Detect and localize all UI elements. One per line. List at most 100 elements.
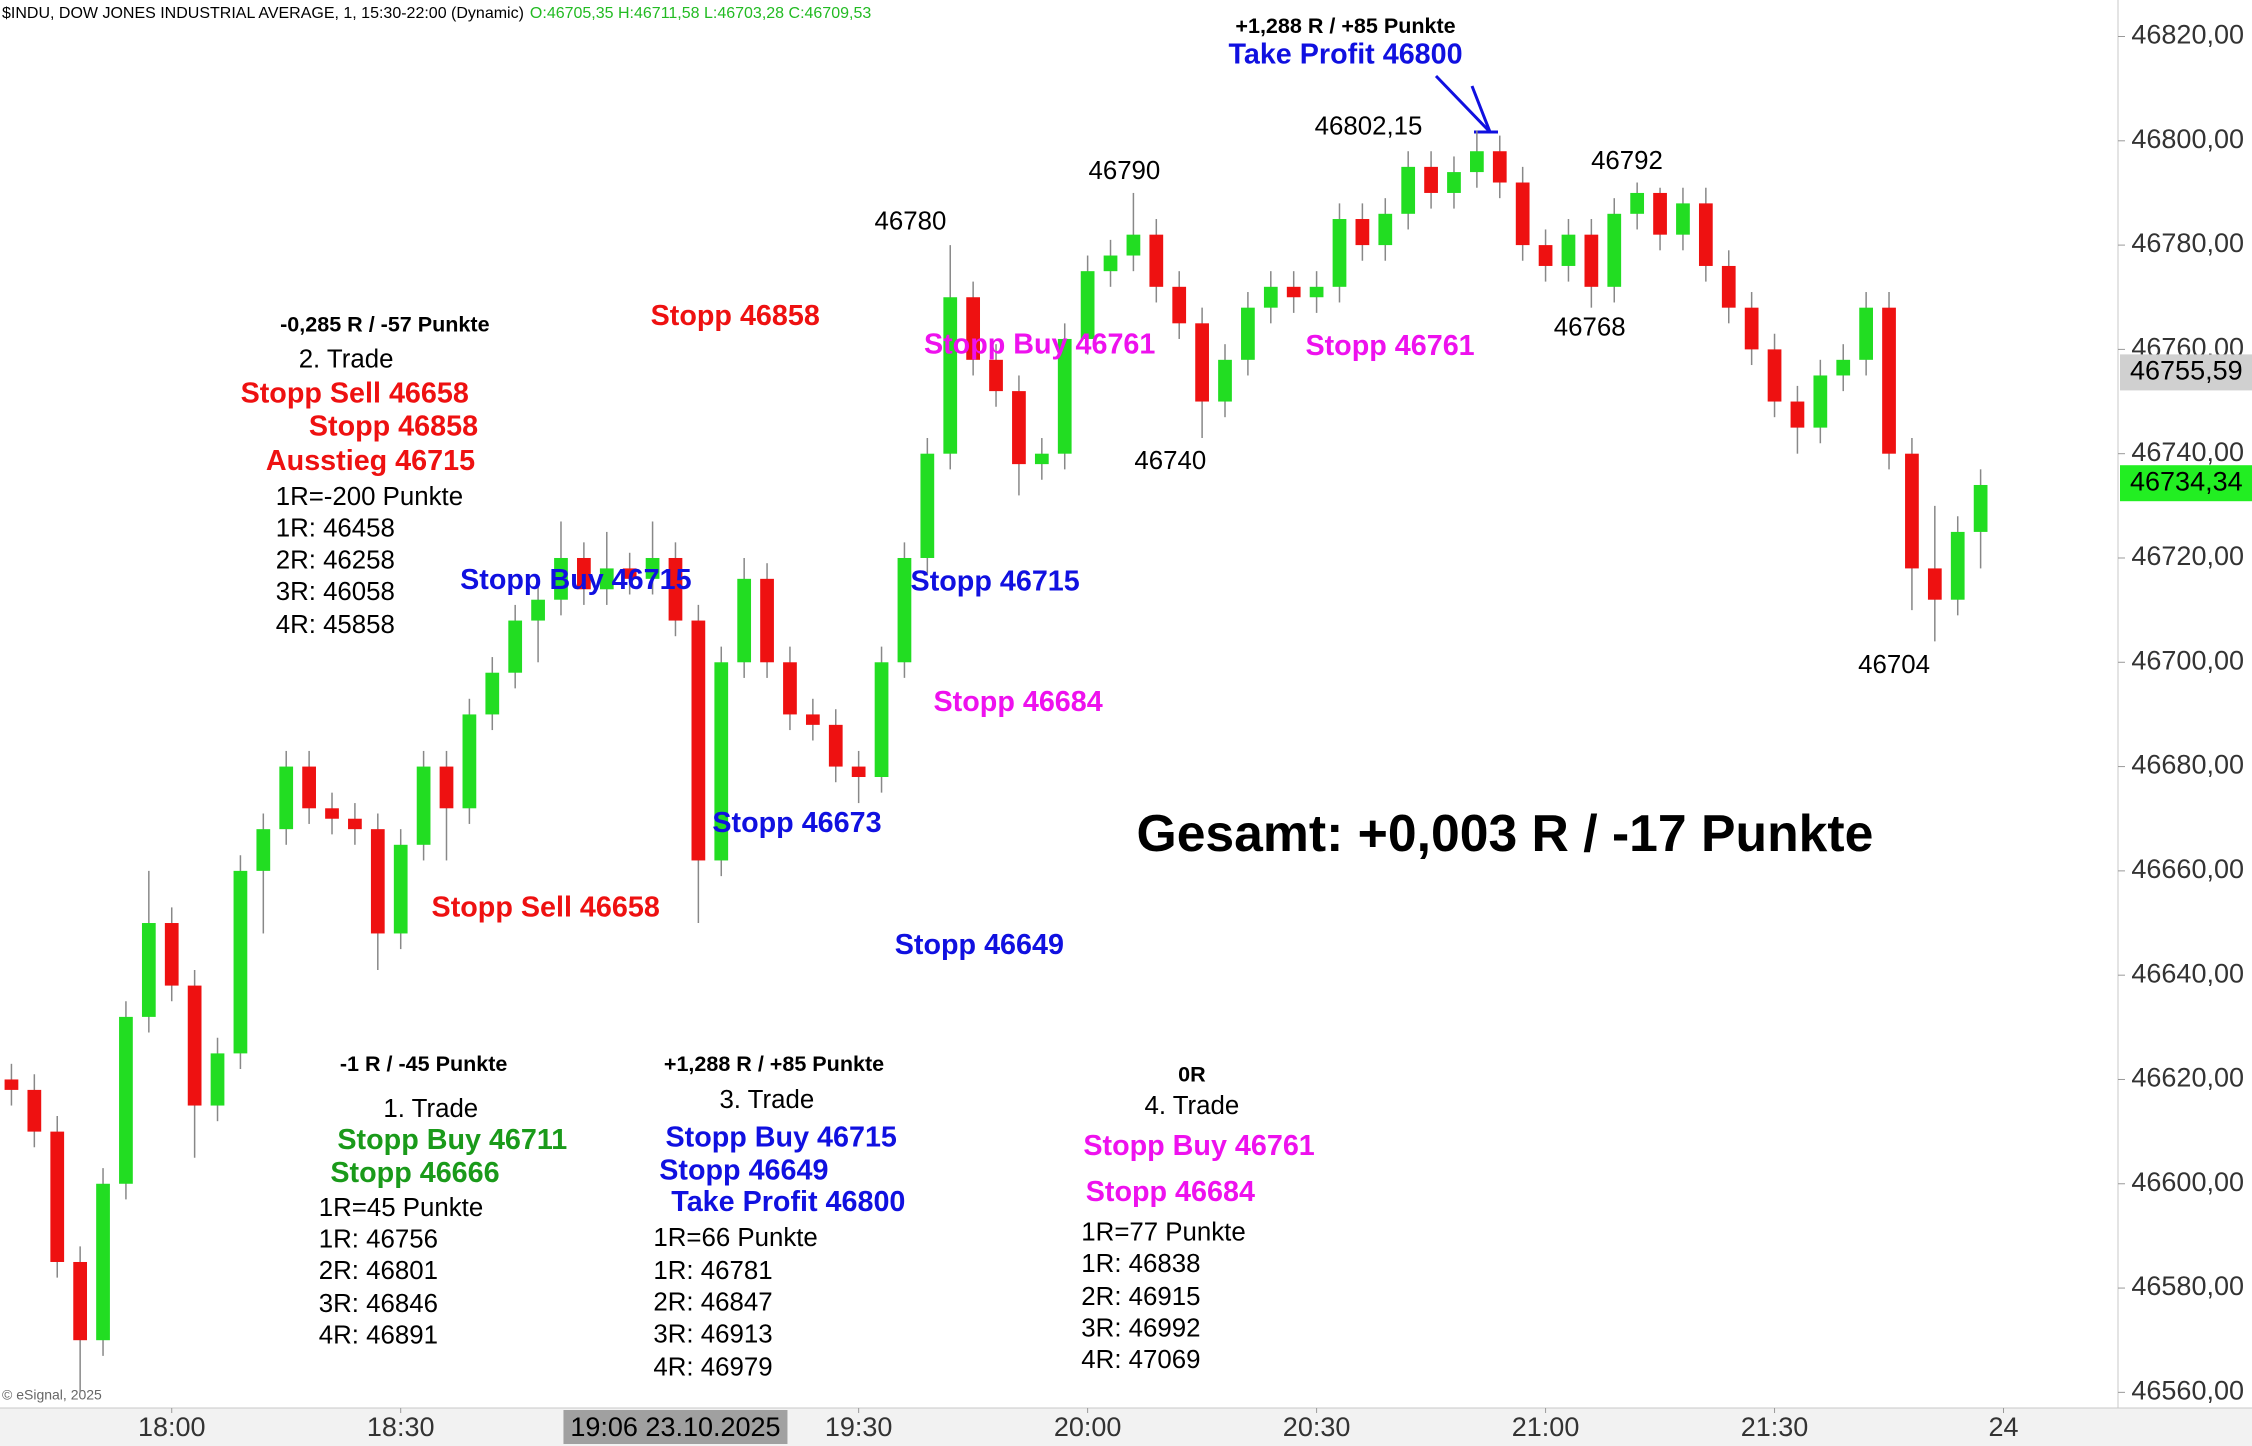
candle-body bbox=[1172, 286, 1187, 324]
annotation: +1,288 R / +85 Punkte bbox=[1235, 14, 1455, 38]
y-tick-label: 46660,00 bbox=[2131, 854, 2244, 884]
annotation: 4. Trade bbox=[1144, 1092, 1239, 1120]
candle-body bbox=[462, 714, 477, 809]
annotation: Gesamt: +0,003 R / -17 Punkte bbox=[1136, 804, 1873, 862]
time-axis-panel bbox=[0, 1408, 2252, 1446]
candle-body bbox=[599, 568, 614, 590]
candle-body bbox=[668, 557, 683, 621]
annotation: -0,285 R / -57 Punkte bbox=[280, 313, 489, 337]
annotation: Take Profit 46800 bbox=[671, 1186, 905, 1218]
annotation: Stopp Buy 46761 bbox=[1083, 1130, 1314, 1162]
x-tick-label: 24 bbox=[1988, 1412, 2018, 1442]
candle-body bbox=[920, 453, 935, 558]
annotation: Stopp 46684 bbox=[1086, 1176, 1255, 1208]
candle-body bbox=[508, 620, 523, 673]
y-tick-label: 46580,00 bbox=[2131, 1271, 2244, 1301]
candle-body bbox=[691, 620, 706, 861]
candle-body bbox=[1241, 307, 1255, 360]
y-tick-label: 46700,00 bbox=[2131, 645, 2244, 675]
candle-body bbox=[1332, 219, 1347, 287]
candle-body bbox=[439, 766, 454, 809]
annotation: 3R: 46846 bbox=[319, 1290, 438, 1318]
candle-body bbox=[1401, 166, 1416, 214]
candle-body bbox=[1355, 219, 1370, 246]
y-tick-label: 46740,00 bbox=[2131, 437, 2244, 467]
candle-body bbox=[348, 818, 362, 830]
price-box-label: 46734,34 bbox=[2130, 466, 2243, 496]
annotation: Stopp Buy 46761 bbox=[924, 329, 1155, 361]
annotation: 46790 bbox=[1088, 157, 1160, 185]
candle-body bbox=[325, 808, 339, 819]
annotation: 2. Trade bbox=[299, 345, 394, 373]
annotation: 1R=66 Punkte bbox=[653, 1224, 817, 1252]
y-tick-label: 46680,00 bbox=[2131, 750, 2244, 780]
candle-body bbox=[73, 1261, 88, 1341]
candle-body bbox=[1057, 338, 1072, 454]
annotation: 3R: 46058 bbox=[276, 578, 395, 606]
candle-body bbox=[851, 766, 866, 778]
candle-body bbox=[1149, 234, 1164, 287]
annotation: Stopp 46673 bbox=[712, 807, 881, 839]
annotation: 3R: 46992 bbox=[1081, 1315, 1200, 1343]
candle-body bbox=[1927, 568, 1942, 600]
annotation: 3R: 46913 bbox=[653, 1320, 772, 1348]
candle-body bbox=[1813, 375, 1828, 428]
annotation: Take Profit 46800 bbox=[1228, 39, 1462, 71]
candle-body bbox=[141, 923, 156, 1017]
candle-body bbox=[1103, 255, 1118, 272]
annotation: -1 R / -45 Punkte bbox=[340, 1052, 508, 1076]
candle-body bbox=[279, 766, 294, 830]
candle-body bbox=[874, 662, 889, 778]
candle-body bbox=[531, 599, 545, 621]
candle-body bbox=[1584, 234, 1599, 287]
candle-body bbox=[1492, 151, 1507, 183]
candle-body bbox=[1676, 203, 1690, 235]
candle-body bbox=[210, 1053, 225, 1106]
candle-body bbox=[805, 714, 820, 725]
y-tick-label: 46720,00 bbox=[2131, 541, 2244, 571]
y-tick-label: 46820,00 bbox=[2131, 20, 2244, 50]
candle-body bbox=[645, 557, 660, 579]
candle-body bbox=[1424, 166, 1438, 193]
annotation: Stopp Buy 46711 bbox=[337, 1124, 567, 1156]
annotation: 46802,15 bbox=[1315, 113, 1423, 141]
candle-body bbox=[760, 578, 774, 663]
annotation: Ausstieg 46715 bbox=[266, 445, 475, 477]
candle-body bbox=[1790, 401, 1805, 428]
take-profit-arrow bbox=[1434, 74, 1498, 134]
annotation: 4R: 46979 bbox=[653, 1353, 772, 1381]
candle-body bbox=[164, 923, 179, 986]
candle-body bbox=[1653, 192, 1667, 235]
candle-body bbox=[233, 870, 248, 1054]
annotation: 1. Trade bbox=[383, 1095, 478, 1123]
annotation: 46792 bbox=[1591, 147, 1663, 175]
candle-body bbox=[1538, 245, 1553, 266]
candle-body bbox=[1378, 213, 1393, 246]
crosshair-time-box bbox=[563, 1410, 788, 1444]
candle-body bbox=[1744, 307, 1759, 350]
arrow-line bbox=[1470, 85, 1492, 133]
annotation: 1R=45 Punkte bbox=[319, 1194, 483, 1222]
candle-body bbox=[1034, 453, 1049, 465]
candle-body bbox=[1195, 323, 1209, 402]
x-tick-label: 21:30 bbox=[1741, 1412, 1809, 1442]
candle-body bbox=[1859, 307, 1873, 360]
y-tick-label: 46800,00 bbox=[2131, 124, 2244, 154]
candle-body bbox=[256, 829, 271, 871]
candle-body bbox=[1080, 271, 1095, 339]
x-tick-label: 20:00 bbox=[1054, 1412, 1122, 1442]
annotation: +1,288 R / +85 Punkte bbox=[664, 1052, 884, 1076]
candle-body bbox=[1470, 151, 1484, 173]
ohlc-readout: O:46705,35 H:46711,58 L:46703,28 C:46709… bbox=[530, 5, 871, 22]
candle-body bbox=[1309, 286, 1324, 298]
x-tick-label: 20:30 bbox=[1283, 1412, 1351, 1442]
candle-body bbox=[393, 844, 408, 934]
annotation: 46740 bbox=[1134, 447, 1206, 475]
annotation: 46768 bbox=[1554, 314, 1626, 342]
x-tick-label: 18:00 bbox=[138, 1412, 206, 1442]
x-tick-label: 19:30 bbox=[825, 1412, 893, 1442]
symbol-title: $INDU, DOW JONES INDUSTRIAL AVERAGE, 1, … bbox=[2, 5, 524, 22]
candle-body bbox=[1218, 359, 1232, 402]
